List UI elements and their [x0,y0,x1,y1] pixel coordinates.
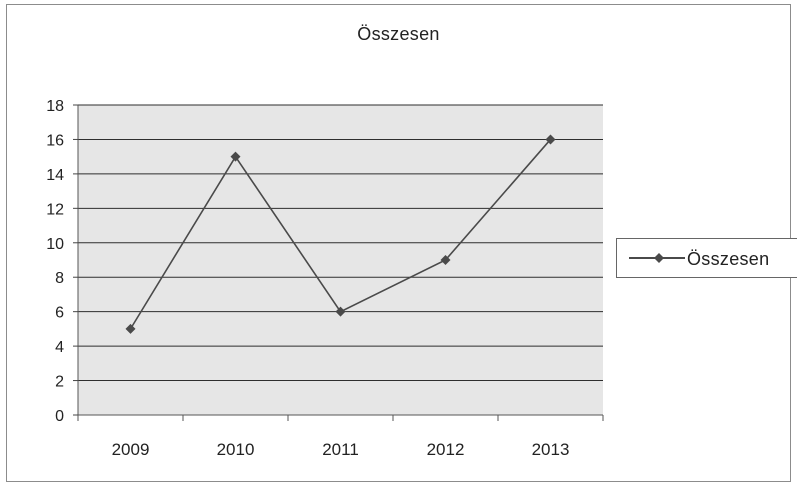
legend: Összesen [616,238,797,278]
data-point-marker [335,306,346,317]
x-tick-label: 2013 [532,440,570,459]
legend-label: Összesen [687,249,770,269]
x-tick-label: 2011 [322,440,359,459]
legend-marker-icon [629,253,685,263]
data-point-marker [440,255,451,265]
y-tick-label: 8 [55,270,64,287]
data-point-marker [125,323,136,334]
x-tick-label: 2010 [217,440,255,459]
y-tick-label: 18 [46,98,64,115]
y-tick-label: 10 [46,236,64,253]
y-tick-label: 0 [55,408,64,425]
data-point-marker [545,134,556,145]
chart-title: Összesen [357,24,440,44]
y-tick-label: 14 [46,167,64,184]
data-point-marker [230,151,241,162]
y-tick-label: 6 [55,305,64,322]
y-tick-label: 16 [46,132,64,149]
y-tick-label: 2 [55,374,64,391]
plot-area [78,105,603,415]
y-tick-label: 12 [46,201,64,218]
x-tick-label: 2012 [427,440,465,459]
x-tick-label: 2009 [112,440,150,459]
y-tick-label: 4 [55,339,64,356]
